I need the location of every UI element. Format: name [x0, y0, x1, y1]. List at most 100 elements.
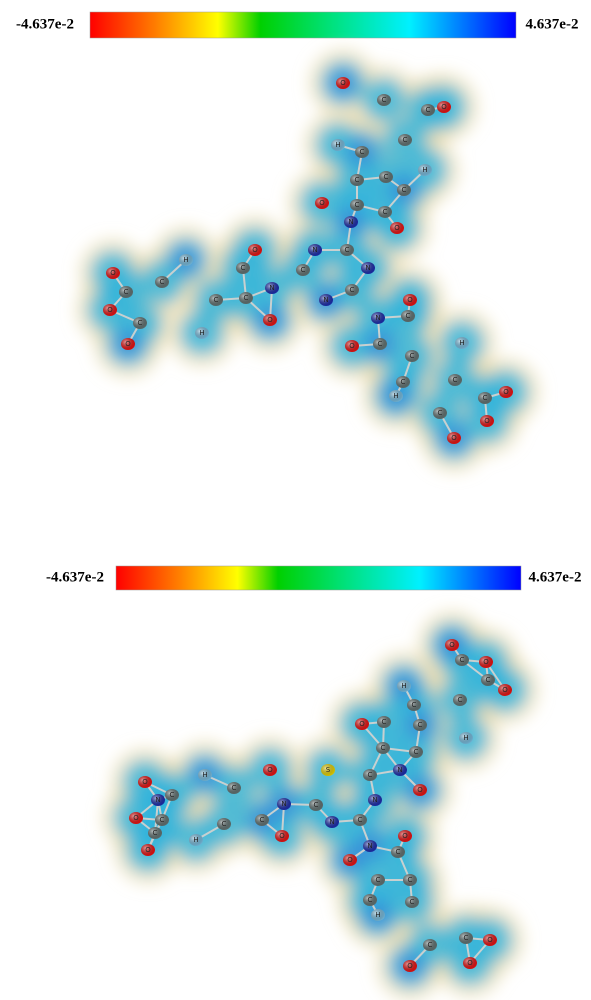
atom-label: N: [375, 314, 380, 322]
atom-label: O: [467, 959, 473, 967]
atom-label: C: [396, 848, 401, 856]
atom-label: C: [153, 829, 158, 837]
colorbar-max-label: 4.637e-2: [529, 569, 582, 585]
atom-label: O: [267, 316, 273, 324]
atom-label: N: [155, 796, 160, 804]
colorbar-min-label: -4.637e-2: [46, 569, 104, 585]
atom-label: H: [202, 771, 207, 779]
atom-label: O: [252, 246, 258, 254]
atom-label: H: [375, 911, 380, 919]
panel: -4.637e-24.637e-2OCCOHCCHCCCOCCONNCCNNCN…: [16, 12, 578, 472]
atom-label: C: [170, 791, 175, 799]
atom-label: C: [418, 721, 423, 729]
atom-label: O: [110, 269, 116, 277]
atom-label: O: [107, 306, 113, 314]
atom-label: O: [449, 641, 455, 649]
atom-label: C: [486, 676, 491, 684]
colorbar: [90, 12, 516, 38]
atom-label: C: [244, 294, 249, 302]
atom-label: C: [160, 816, 165, 824]
colorbar-min-label: -4.637e-2: [16, 16, 74, 32]
atom-label: N: [365, 264, 370, 272]
atom-label: C: [428, 941, 433, 949]
atom-label: H: [193, 836, 198, 844]
atom-label: O: [487, 936, 493, 944]
atom-label: N: [281, 800, 286, 808]
atom-label: C: [358, 816, 363, 824]
atom-label: C: [138, 319, 143, 327]
atom-label: O: [133, 814, 139, 822]
atom-label: C: [426, 106, 431, 114]
atom-label: C: [368, 896, 373, 904]
atom-label: O: [267, 766, 273, 774]
atom-label: C: [350, 286, 355, 294]
atom-label: O: [347, 856, 353, 864]
atom-label: C: [124, 288, 129, 296]
atom-label: H: [459, 339, 464, 347]
atom-label: C: [222, 820, 227, 828]
atom-label: N: [367, 842, 372, 850]
atom-label: H: [393, 392, 398, 400]
atom-label: C: [414, 748, 419, 756]
atom-label: C: [406, 312, 411, 320]
atom-label: C: [382, 96, 387, 104]
atom-label: C: [355, 176, 360, 184]
atom-label: O: [402, 832, 408, 840]
atom-label: O: [502, 686, 508, 694]
atom-label: C: [412, 701, 417, 709]
atom-label: C: [382, 718, 387, 726]
atom-label: H: [401, 682, 406, 690]
atom-label: O: [125, 340, 131, 348]
atom-label: C: [241, 264, 246, 272]
atom-label: N: [323, 296, 328, 304]
atom-label: O: [145, 846, 151, 854]
atom-label: C: [460, 656, 465, 664]
atom-label: O: [394, 224, 400, 232]
atom-label: C: [355, 201, 360, 209]
atom-label: H: [335, 141, 340, 149]
mep-figure: -4.637e-24.637e-2OCCOHCCHCCCOCCONNCCNNCN…: [0, 0, 591, 1000]
atom-label: C: [301, 266, 306, 274]
atom-label: O: [279, 832, 285, 840]
atom-label: H: [422, 166, 427, 174]
atom-label: C: [214, 296, 219, 304]
atom-label: C: [464, 934, 469, 942]
atom-label: O: [319, 199, 325, 207]
atom-label: O: [484, 417, 490, 425]
atom-label: C: [483, 394, 488, 402]
atom-label: N: [397, 766, 402, 774]
atom-label: C: [260, 816, 265, 824]
atom-label: C: [383, 208, 388, 216]
atom-label: O: [407, 962, 413, 970]
atom-label: O: [451, 434, 457, 442]
atom-label: C: [453, 376, 458, 384]
atom-label: H: [183, 256, 188, 264]
atom-label: N: [269, 284, 274, 292]
atom-label: O: [340, 79, 346, 87]
atom-label: N: [372, 796, 377, 804]
atom-label: C: [232, 784, 237, 792]
atom-label: C: [410, 352, 415, 360]
atom-label: C: [160, 278, 165, 286]
atom-label: N: [312, 246, 317, 254]
colorbar: [116, 566, 521, 590]
colorbar-max-label: 4.637e-2: [526, 16, 579, 32]
atom-label: C: [438, 409, 443, 417]
atom-label: C: [378, 340, 383, 348]
atom-label: H: [463, 734, 468, 742]
atom-label: C: [368, 771, 373, 779]
atom-label: N: [348, 218, 353, 226]
atom-label: O: [359, 720, 365, 728]
atom-label: C: [403, 136, 408, 144]
atom-label: O: [417, 786, 423, 794]
atom-label: C: [314, 801, 319, 809]
atom-label: O: [441, 103, 447, 111]
atom-label: O: [142, 778, 148, 786]
atom-label: H: [199, 329, 204, 337]
atom-label: C: [376, 876, 381, 884]
atom-label: C: [384, 173, 389, 181]
atom-label: C: [410, 898, 415, 906]
atom-label: C: [345, 246, 350, 254]
atom-label: O: [483, 658, 489, 666]
atom-label: O: [349, 342, 355, 350]
